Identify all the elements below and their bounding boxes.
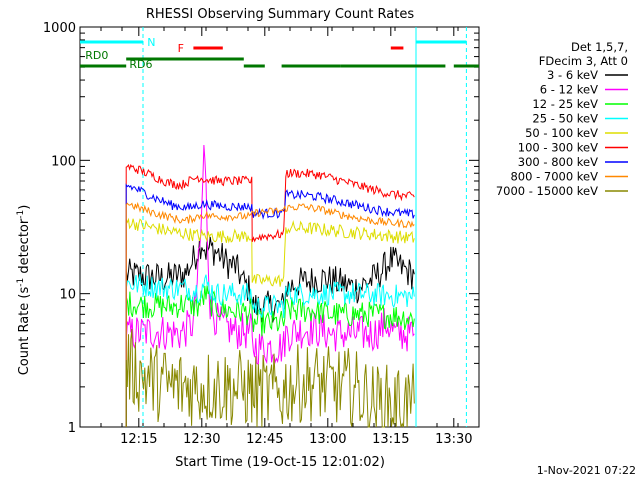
series-line-12-25-kev [125, 285, 415, 427]
chart-title: RHESSI Observing Summary Count Rates [146, 7, 415, 22]
x-axis-label: Start Time (19-Oct-15 12:01:02) [175, 455, 385, 470]
series-line-25-50-kev [125, 274, 415, 427]
legend-label: 25 - 50 keV [532, 112, 598, 126]
x-tick-label: 13:30 [435, 432, 472, 447]
legend-label: 12 - 25 keV [532, 97, 598, 111]
series-line-50-100-kev [125, 217, 415, 427]
y-tick-label: 1000 [43, 21, 76, 36]
y-axis-label-sup1: -1 [16, 278, 26, 287]
legend-label: 6 - 12 keV [540, 83, 598, 97]
x-axis-ticks: 12:15 12:30 12:45 13:00 13:15 13:30 [79, 27, 480, 447]
series-line-300-800-kev [125, 183, 415, 427]
y-tick-label: 10 [59, 288, 76, 303]
footer-timestamp: 1-Nov-2021 07:22 [537, 464, 636, 477]
plot-axes [79, 26, 480, 428]
series-line-6-12-kev [125, 144, 415, 427]
status-bar-label: RD0 [85, 49, 108, 62]
y-axis-label-part2: detector [17, 218, 32, 278]
legend-label: 100 - 300 keV [518, 141, 598, 155]
series-line-100-300-kev [125, 163, 415, 427]
y-axis-label-part1: Count Rate (s [17, 287, 32, 376]
series-line-800-7000-kev [125, 201, 415, 427]
status-bar-label: N [147, 36, 155, 49]
y-axis-label-sup2: -1 [16, 210, 26, 219]
y-tick-label: 100 [51, 154, 76, 169]
data-series [125, 144, 415, 428]
legend-label: 3 - 6 keV [547, 68, 598, 82]
status-bar-label: RD6 [129, 58, 152, 71]
vertical-markers [142, 27, 467, 427]
plot-frame [79, 26, 480, 428]
series-line-7000-15000-kev [125, 328, 415, 428]
legend-label: 800 - 7000 keV [510, 170, 598, 184]
legend-header-line1: Det 1,5,7, [571, 40, 628, 54]
status-bars: N F RD0 RD6 [80, 36, 479, 71]
x-tick-label: 12:30 [183, 432, 220, 447]
y-axis-label-part3: ) [17, 205, 32, 210]
legend-header-line2: FDecim 3, Att 0 [539, 54, 628, 68]
x-tick-label: 13:00 [309, 432, 346, 447]
legend-label: 50 - 100 keV [525, 126, 598, 140]
status-bar-label: F [178, 42, 184, 55]
x-tick-label: 12:15 [120, 432, 157, 447]
x-tick-label: 12:45 [246, 432, 283, 447]
y-tick-label: 1 [68, 421, 76, 436]
x-tick-label: 13:15 [372, 432, 409, 447]
legend-label: 300 - 800 keV [518, 155, 598, 169]
legend-label: 7000 - 15000 keV [496, 184, 598, 198]
y-axis-label: Count Rate (s-1 detector-1) [16, 205, 32, 376]
